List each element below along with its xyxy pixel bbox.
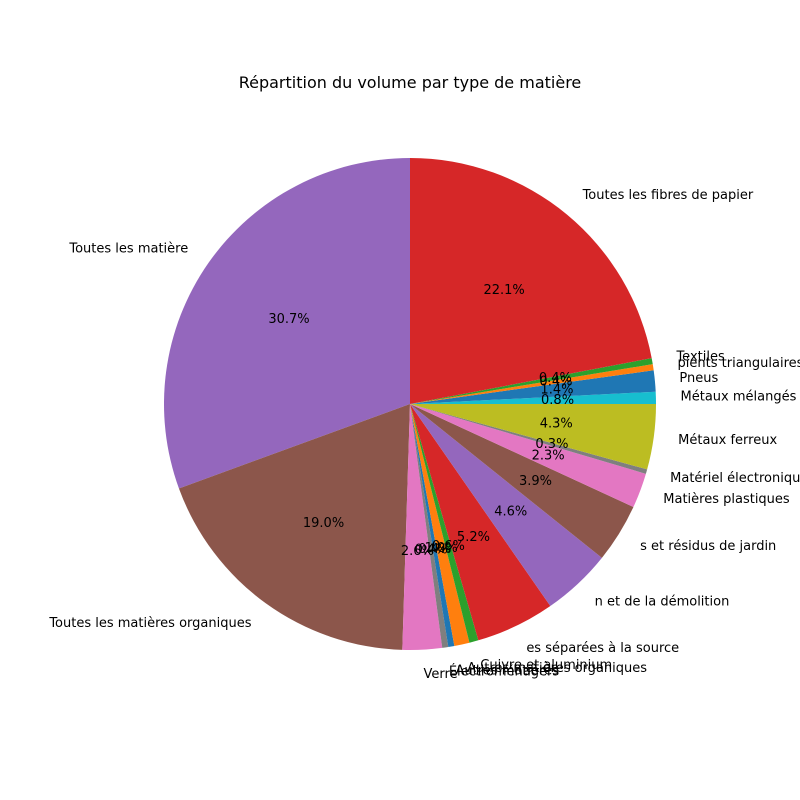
pie-slice-8 — [410, 404, 602, 607]
slice-label-4: Autres matières — [456, 663, 560, 678]
pie-slice-4 — [410, 404, 455, 647]
slice-label-15: pients triangulaires et aseptiques — [678, 356, 800, 371]
pie-slices — [163, 158, 656, 651]
chart-title: Répartition du volume par type de matièr… — [239, 73, 582, 92]
slice-label-13: Métaux mélangés — [681, 390, 797, 405]
slice-percent-1: 19.0% — [303, 516, 344, 531]
slice-percent-11: 0.3% — [535, 437, 568, 452]
pie-slice-3 — [410, 404, 449, 648]
slice-percent-3: 0.4% — [415, 543, 448, 558]
slice-label-2: Verre — [424, 667, 458, 682]
pie-slice-2 — [402, 404, 443, 651]
pie-slice-15 — [410, 364, 654, 404]
slice-percent-17: 22.1% — [483, 283, 524, 298]
pie-percent-labels: 30.7%19.0%2.6%0.4%0.4%1.0%0.6%5.2%4.6%3.… — [268, 283, 574, 559]
slice-percent-4: 0.4% — [418, 542, 451, 557]
slice-label-3: Électroménagers — [449, 663, 560, 679]
slice-percent-7: 5.2% — [457, 530, 490, 545]
pie-slice-16 — [410, 358, 653, 404]
pie-slice-6 — [410, 404, 479, 643]
slice-label-17: Toutes les fibres de papier — [582, 188, 754, 203]
pie-labels: Toutes les matière Toutes les matières or… — [48, 188, 800, 682]
pie-slice-7 — [410, 404, 551, 641]
slice-percent-8: 4.6% — [494, 504, 527, 519]
pie-slice-0 — [163, 158, 410, 489]
slice-percent-9: 3.9% — [519, 474, 552, 489]
pie-slice-11 — [410, 404, 648, 474]
slice-label-10: Matières plastiques — [663, 492, 790, 507]
slice-label-16: Textiles — [675, 349, 725, 364]
pie-slice-12 — [410, 404, 656, 470]
slice-label-7: es séparées à la source — [526, 641, 679, 656]
pie-slice-10 — [410, 404, 646, 507]
slice-percent-14: 1.4% — [540, 383, 573, 398]
slice-label-9: s et résidus de jardin — [640, 539, 776, 554]
slice-percent-10: 2.3% — [532, 448, 565, 463]
slice-label-1: Toutes les matières organiques — [48, 616, 251, 631]
slice-label-0: Toutes les matière — [68, 241, 188, 256]
pie-slice-14 — [410, 370, 656, 404]
slice-label-5: Autres matières organiques — [467, 661, 647, 676]
slice-percent-15: 0.4% — [539, 374, 572, 389]
slice-percent-16: 0.4% — [539, 371, 572, 386]
pie-slice-13 — [410, 391, 656, 404]
slice-label-8: n et de la démolition — [595, 594, 730, 609]
pie-slice-1 — [178, 404, 410, 650]
slice-percent-0: 30.7% — [268, 312, 309, 327]
slice-percent-2: 2.6% — [401, 544, 434, 559]
pie-slice-17 — [410, 158, 652, 404]
slice-label-6: Cuivre et aluminium — [480, 658, 612, 673]
slice-label-14: Pneus — [679, 371, 718, 386]
slice-percent-5: 1.0% — [425, 541, 458, 556]
slice-label-12: Métaux ferreux — [678, 433, 777, 448]
slice-label-11: Matériel électronique — [670, 471, 800, 486]
pie-slice-5 — [410, 404, 470, 646]
slice-percent-13: 0.8% — [541, 393, 574, 408]
slice-percent-6: 0.6% — [432, 539, 465, 554]
pie-slice-9 — [410, 404, 634, 558]
slice-percent-12: 4.3% — [540, 416, 573, 431]
